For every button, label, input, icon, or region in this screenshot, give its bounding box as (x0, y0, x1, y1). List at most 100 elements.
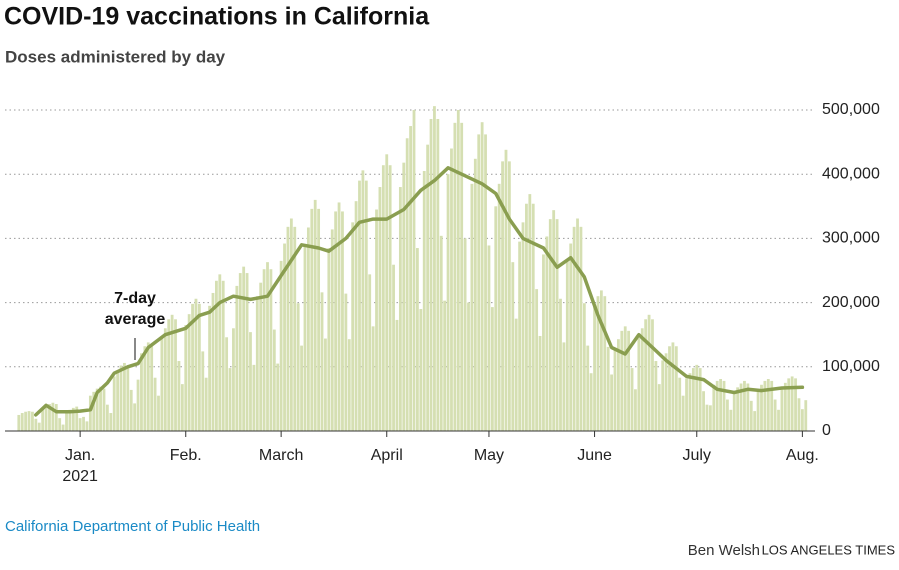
bar (501, 161, 504, 432)
bar (787, 378, 791, 431)
annotation: average (105, 311, 166, 328)
bar (644, 319, 648, 431)
bar (34, 418, 38, 431)
bar (75, 406, 79, 431)
bar (133, 403, 137, 431)
bar (484, 134, 487, 431)
bar (497, 183, 501, 431)
bar (773, 399, 777, 431)
bar (467, 302, 470, 431)
bar (531, 203, 535, 431)
bar (610, 374, 613, 431)
bar (790, 376, 794, 431)
bar (293, 226, 297, 431)
bar (606, 346, 610, 431)
bar (627, 330, 631, 431)
bar (753, 411, 757, 431)
bar (630, 368, 634, 431)
bar (228, 368, 232, 431)
bar (242, 266, 246, 431)
bar (766, 378, 770, 431)
bar (174, 319, 177, 431)
bar (112, 376, 116, 431)
bar (804, 400, 808, 431)
bar (487, 245, 491, 431)
bar (320, 292, 324, 431)
bar (92, 391, 96, 431)
bar (48, 404, 51, 431)
bar (416, 248, 419, 431)
bar (126, 365, 130, 431)
bar (341, 211, 344, 431)
bar (494, 206, 498, 431)
bar (337, 202, 341, 431)
bar (695, 364, 699, 431)
bar (794, 378, 797, 431)
bar (589, 373, 593, 431)
bar (674, 346, 678, 431)
bar (565, 260, 569, 431)
bar (201, 351, 205, 431)
bar (504, 149, 508, 431)
bar (763, 380, 767, 431)
bar (715, 380, 719, 431)
bar (197, 303, 201, 431)
bar (180, 384, 184, 431)
bar (232, 328, 235, 431)
bar (20, 413, 24, 431)
bar (327, 248, 331, 431)
bar (599, 290, 603, 431)
bar (426, 144, 430, 431)
bar (310, 208, 314, 431)
bar (272, 329, 276, 431)
bar (586, 345, 590, 431)
bar (221, 280, 225, 431)
bar (702, 391, 705, 431)
source: California Department of Public Health (5, 518, 260, 535)
bar (657, 384, 661, 431)
bar (368, 274, 372, 431)
bar (637, 337, 641, 431)
bar (143, 346, 147, 431)
bar (647, 314, 651, 431)
bar (276, 363, 280, 431)
chart-title: COVID-19 vaccinations in California (4, 3, 430, 31)
bar (51, 402, 55, 431)
bar (85, 421, 89, 431)
bar (119, 365, 123, 431)
bar (521, 222, 525, 431)
bar (450, 148, 453, 431)
bar (266, 262, 269, 431)
bar (88, 395, 92, 431)
chart-subtitle: Doses administered by day (5, 47, 226, 66)
bar (613, 347, 617, 431)
x-tick-label: Aug. (786, 447, 819, 464)
bar (446, 174, 450, 431)
bar (528, 194, 532, 431)
bar (749, 400, 753, 431)
bars (17, 106, 808, 432)
bar (419, 309, 423, 431)
bar (324, 338, 327, 431)
bar (44, 405, 48, 431)
bar (760, 384, 763, 431)
bar (456, 110, 460, 431)
bar (255, 296, 259, 431)
y-tick-label: 200,000 (822, 294, 880, 311)
bar (371, 326, 375, 431)
bar (194, 298, 198, 431)
bar (593, 307, 596, 431)
y-tick-label: 100,000 (822, 358, 880, 375)
bar (150, 346, 154, 431)
bar (443, 300, 447, 431)
bar (163, 328, 167, 431)
annotation: 7-day (114, 290, 156, 307)
bar (95, 388, 99, 431)
bar (542, 254, 545, 431)
bar (412, 110, 416, 431)
y-tick-label: 500,000 (822, 101, 880, 118)
bar (746, 383, 750, 431)
bar (552, 210, 556, 431)
bar (671, 342, 675, 431)
